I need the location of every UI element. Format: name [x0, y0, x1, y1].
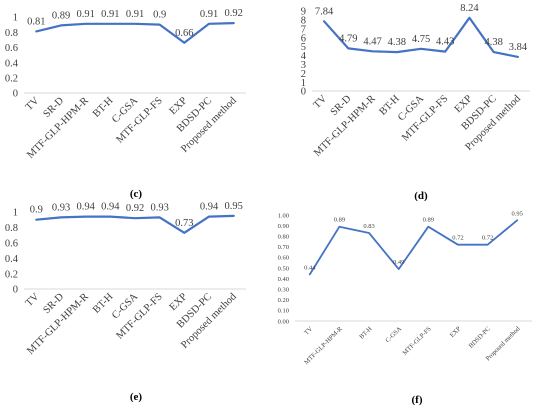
y-tick-label: 0.80 [278, 233, 289, 240]
y-tick-label: 0 [301, 87, 306, 98]
y-tick-label: 9 [301, 7, 306, 18]
y-tick-label: 0.60 [278, 255, 289, 262]
data-label: 4.47 [363, 36, 381, 47]
panel-label: (e) [130, 391, 143, 403]
series-line [323, 16, 520, 59]
y-tick-label: 1 [13, 13, 18, 24]
y-tick-label: 0.2 [5, 269, 18, 280]
data-label: 0.49 [393, 259, 404, 266]
data-label: 0.92 [224, 8, 242, 19]
x-tick-label: TV [312, 93, 330, 111]
panel-label: (c) [130, 188, 143, 200]
data-label: 0.9 [30, 205, 43, 216]
y-tick-label: 4 [301, 51, 307, 62]
data-label: 4.38 [388, 37, 406, 48]
data-label: 0.93 [150, 202, 168, 213]
y-tick-label: 6 [301, 33, 306, 44]
data-label: 0.95 [224, 201, 242, 212]
y-tick-label: 1 [301, 78, 306, 89]
data-label: 0.73 [175, 218, 193, 229]
series-line [35, 214, 235, 234]
y-tick-label: 7 [301, 24, 306, 35]
y-tick-label: 0.4 [5, 254, 19, 265]
data-label: 0.72 [452, 235, 463, 242]
data-label: 0.81 [27, 16, 45, 27]
y-tick-label: 2 [301, 69, 306, 80]
y-tick-label: 8 [301, 16, 306, 27]
series-line [35, 22, 235, 44]
x-tick-label: BT-H [358, 325, 373, 340]
data-label: 4.38 [484, 37, 502, 48]
y-tick-label: 0.6 [5, 43, 18, 54]
x-tick-label: TV [303, 325, 314, 336]
y-tick-label: 0 [13, 285, 18, 296]
data-label: 0.94 [200, 202, 219, 213]
data-label: 0.89 [423, 217, 434, 224]
y-tick-label: 0.8 [5, 28, 18, 39]
data-label: 0.83 [363, 223, 374, 230]
y-tick-label: 0.50 [278, 265, 289, 272]
data-label: 4.43 [436, 37, 454, 48]
data-label: 0.91 [126, 9, 144, 20]
data-label: 0.72 [482, 235, 493, 242]
data-label: 7.84 [315, 6, 334, 17]
x-tick-label: EXP [449, 325, 463, 339]
y-tick-label: 0.8 [5, 223, 18, 234]
y-tick-label: 0.40 [278, 276, 289, 283]
panel-label: (f) [412, 394, 423, 406]
chart-panel-f: 0.00 0.10 0.20 0.30 0.40 0.50 0.60 0.70 0.80 0.90… [278, 210, 532, 406]
y-tick-label: 0.70 [278, 244, 289, 251]
data-label: 0.89 [334, 217, 345, 224]
y-tick-label: 0 [13, 89, 18, 100]
y-tick-label: 0.30 [278, 286, 289, 293]
y-tick-label: 0.10 [278, 308, 289, 315]
y-tick-label: 0.90 [278, 223, 289, 230]
data-label: 0.91 [101, 9, 119, 20]
data-label: 3.84 [509, 42, 528, 53]
data-label: 0.44 [304, 264, 316, 271]
data-label: 0.95 [512, 210, 523, 217]
data-label: 0.9 [153, 10, 166, 21]
series-line [308, 219, 519, 276]
x-tick-label: TV [24, 95, 42, 113]
x-tick-label: MTF-GLP-FS [401, 325, 433, 357]
data-label: 4.75 [412, 34, 430, 45]
data-label: 0.94 [101, 202, 120, 213]
data-label: 0.89 [52, 10, 70, 21]
y-tick-label: 0.20 [278, 297, 289, 304]
data-label: 0.66 [175, 28, 193, 39]
chart-panel-c: 00.20.40.60.81 0.810.89 0.91 0.91 0.91 0.90.6… [5, 8, 246, 200]
x-tick-label: BDSD-PC [468, 325, 492, 349]
y-tick-label: 0.00 [278, 318, 289, 325]
y-tick-label: 1 [13, 208, 18, 219]
data-label: 0.93 [52, 202, 70, 213]
y-tick-label: 1.00 [278, 212, 289, 219]
x-tick-label: EXP [168, 95, 190, 117]
data-label: 0.92 [126, 203, 144, 214]
data-label: 0.91 [76, 9, 94, 20]
y-tick-label: 0.4 [5, 58, 19, 69]
x-tick-label: C-GSA [384, 325, 403, 344]
data-label: 4.79 [339, 33, 357, 44]
y-tick-label: 0.6 [5, 238, 18, 249]
panel-label: (d) [414, 190, 428, 202]
y-tick-label: 0.2 [5, 73, 18, 84]
data-label: 8.24 [460, 3, 479, 14]
y-tick-label: 5 [301, 42, 306, 53]
x-tick-label: TV [24, 291, 42, 309]
x-tick-label: EXP [168, 291, 190, 313]
chart-panel-e: 0 0.2 0.4 0.6 0.8 1 0.9 0.93 0.94 0.94 0.92 0.93 0.7… [5, 201, 246, 403]
y-tick-label: 3 [301, 60, 306, 71]
data-label: 0.94 [76, 202, 95, 213]
data-label: 0.91 [200, 9, 218, 20]
